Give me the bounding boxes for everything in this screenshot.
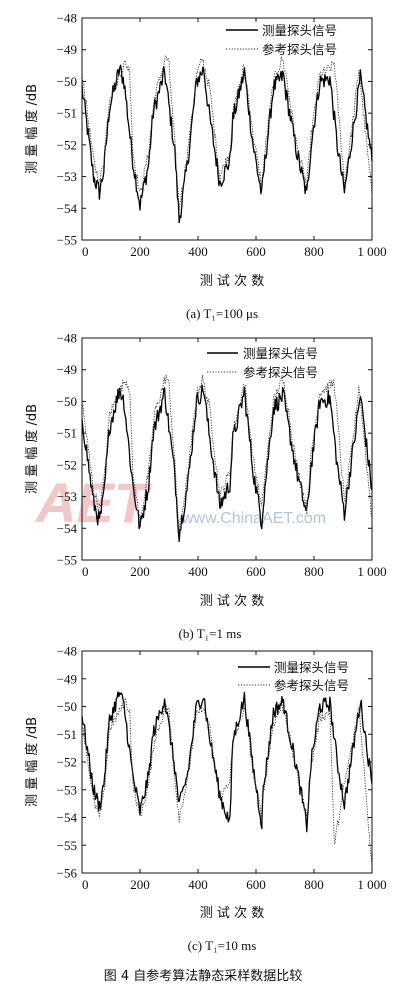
- y-ticks: −55 −54 −53 −52 −51 −50 −49 −48: [57, 11, 372, 248]
- y-ticks: −56 −55 −54 −53 −52 −51 −50 −49 −48: [57, 644, 372, 881]
- series-group: [81, 691, 373, 868]
- plot-frame: [81, 337, 373, 561]
- legend-label-reference: 参考探头信号: [243, 365, 318, 380]
- panel-b: −55 −54 −53 −52 −51 −50 −49 −48 0 200 400 600 800 1 …: [24, 331, 387, 642]
- series-reference-line: [81, 697, 373, 868]
- y-tick-label: −50: [57, 74, 77, 89]
- x-tick-label: 1 000: [357, 244, 386, 259]
- x-tick-label: 200: [130, 244, 150, 259]
- y-tick-label: −51: [57, 106, 77, 121]
- x-tick-label: 600: [246, 244, 266, 259]
- y-axis-label: 测 量 幅 度 /dB: [24, 404, 40, 494]
- series-measure-line: [81, 64, 373, 224]
- x-tick-label: 0: [82, 877, 89, 892]
- panel-caption: (b) T₁=1 ms: [179, 626, 242, 641]
- y-tick-label: −55: [57, 233, 77, 248]
- y-tick-label: −52: [57, 755, 77, 770]
- series-reference-line: [81, 374, 373, 534]
- x-tick-label: 0: [82, 564, 89, 579]
- y-tick-label: −54: [57, 810, 78, 825]
- x-tick-label: 400: [188, 244, 208, 259]
- x-ticks: 0 200 400 600 800 1 000: [81, 651, 387, 892]
- plot-frame: [81, 17, 373, 241]
- series-measure-line: [81, 384, 373, 543]
- x-tick-label: 400: [188, 564, 208, 579]
- y-ticks: −55 −54 −53 −52 −51 −50 −49 −48: [57, 331, 372, 568]
- y-tick-label: −48: [57, 331, 77, 346]
- x-axis-label: 测 试 次 数: [200, 273, 264, 289]
- x-tick-label: 800: [304, 564, 324, 579]
- y-tick-label: −53: [57, 782, 77, 797]
- y-tick-label: −48: [57, 644, 77, 659]
- legend: 测量探头信号 参考探头信号: [238, 660, 349, 693]
- legend-label-measure: 测量探头信号: [274, 660, 349, 675]
- y-tick-label: −54: [57, 521, 78, 536]
- y-tick-label: −53: [57, 169, 77, 184]
- y-tick-label: −52: [57, 137, 77, 152]
- y-tick-label: −51: [57, 727, 77, 742]
- legend-label-measure: 测量探头信号: [262, 23, 337, 38]
- legend-label-reference: 参考探头信号: [274, 678, 349, 693]
- y-tick-label: −50: [57, 394, 77, 409]
- series-group: [81, 374, 373, 543]
- legend: 测量探头信号 参考探头信号: [207, 346, 318, 380]
- y-tick-label: −51: [57, 426, 77, 441]
- y-tick-label: −55: [57, 553, 77, 568]
- x-ticks: 0 200 400 600 800 1 000: [81, 18, 387, 259]
- x-tick-label: 600: [246, 564, 266, 579]
- y-tick-label: −49: [57, 362, 77, 377]
- series-group: [81, 55, 373, 224]
- x-tick-label: 200: [130, 564, 150, 579]
- figure-caption: 图 4 自参考算法静态采样数据比较: [104, 968, 303, 984]
- x-tick-label: 0: [82, 244, 89, 259]
- x-tick-label: 800: [304, 244, 324, 259]
- y-tick-label: −56: [57, 866, 78, 881]
- x-axis-label: 测 试 次 数: [200, 593, 264, 609]
- x-tick-label: 1 000: [357, 877, 386, 892]
- x-tick-label: 400: [188, 877, 208, 892]
- x-tick-label: 800: [304, 877, 324, 892]
- panel-a: −55 −54 −53 −52 −51 −50 −49 −48 0 200 400 600 800 1 …: [24, 11, 387, 322]
- x-tick-label: 1 000: [357, 564, 386, 579]
- y-axis-label: 测 量 幅 度 /dB: [24, 717, 40, 807]
- panel-caption: (a) T₁=100 μs: [186, 306, 258, 321]
- panel-caption: (c) T₁=10 ms: [188, 938, 257, 953]
- y-tick-label: −55: [57, 838, 77, 853]
- legend-label-reference: 参考探头信号: [262, 42, 337, 57]
- watermark-site: www.ChinaAET.com: [181, 510, 326, 527]
- y-tick-label: −49: [57, 671, 77, 686]
- y-axis-label: 测 量 幅 度 /dB: [24, 84, 40, 174]
- x-ticks: 0 200 400 600 800 1 000: [81, 338, 387, 579]
- series-reference-line: [81, 55, 373, 212]
- y-tick-label: −52: [57, 457, 77, 472]
- panel-c: −56 −55 −54 −53 −52 −51 −50 −49 −48 0 200 400 600 80…: [24, 644, 387, 954]
- y-tick-label: −49: [57, 42, 77, 57]
- x-tick-label: 600: [246, 877, 266, 892]
- y-tick-label: −48: [57, 11, 77, 26]
- x-tick-label: 200: [130, 877, 150, 892]
- legend: 测量探头信号 参考探头信号: [226, 23, 337, 57]
- y-tick-label: −53: [57, 489, 77, 504]
- legend-label-measure: 测量探头信号: [243, 346, 318, 361]
- y-tick-label: −54: [57, 201, 78, 216]
- y-tick-label: −50: [57, 699, 77, 714]
- x-axis-label: 测 试 次 数: [200, 905, 264, 921]
- series-measure-line: [81, 691, 373, 833]
